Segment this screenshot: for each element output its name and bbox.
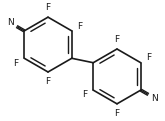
- Text: N: N: [151, 94, 158, 103]
- Text: F: F: [13, 59, 18, 68]
- Text: F: F: [115, 109, 120, 118]
- Text: F: F: [82, 91, 87, 99]
- Text: F: F: [45, 77, 50, 86]
- Text: F: F: [78, 22, 83, 30]
- Text: N: N: [7, 18, 14, 27]
- Text: F: F: [115, 35, 120, 44]
- Text: F: F: [147, 53, 152, 62]
- Text: F: F: [45, 3, 50, 12]
